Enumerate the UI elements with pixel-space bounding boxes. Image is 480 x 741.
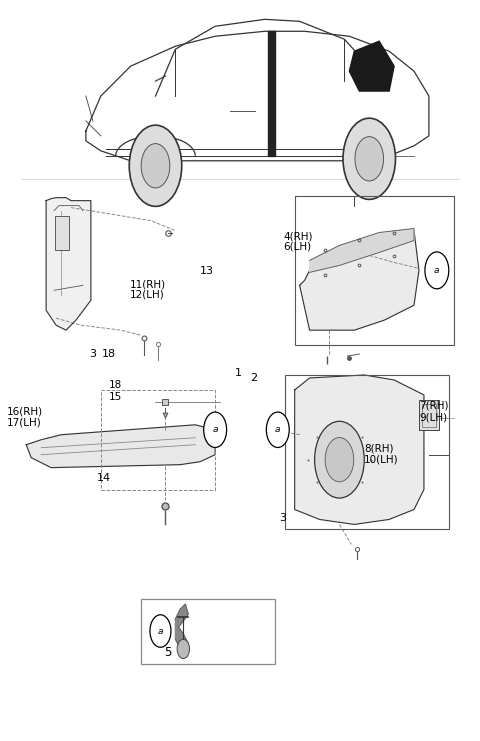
Circle shape — [204, 412, 227, 448]
Bar — [55, 216, 69, 250]
Text: 15: 15 — [109, 392, 122, 402]
Circle shape — [314, 422, 364, 498]
Polygon shape — [175, 604, 188, 654]
Text: a: a — [212, 425, 218, 434]
Bar — [285, 375, 449, 529]
Circle shape — [129, 125, 182, 207]
Text: 3: 3 — [279, 514, 287, 523]
Text: 4(RH): 4(RH) — [283, 231, 312, 241]
Bar — [101, 390, 215, 490]
Polygon shape — [46, 198, 91, 330]
Text: a: a — [275, 425, 280, 434]
Bar — [422, 404, 436, 427]
Polygon shape — [300, 230, 419, 330]
Bar — [141, 599, 275, 664]
Text: 5: 5 — [164, 646, 171, 659]
Text: 17(LH): 17(LH) — [7, 417, 42, 427]
Text: 6(LH): 6(LH) — [283, 242, 311, 251]
Circle shape — [266, 412, 289, 448]
Text: 11(RH): 11(RH) — [130, 279, 167, 289]
Text: 7(RH): 7(RH) — [419, 401, 448, 411]
Bar — [295, 196, 454, 345]
Text: 10(LH): 10(LH) — [364, 454, 399, 464]
Circle shape — [141, 144, 170, 188]
Polygon shape — [310, 228, 414, 273]
Text: 2: 2 — [251, 373, 258, 383]
Circle shape — [325, 437, 354, 482]
Text: 8(RH): 8(RH) — [364, 443, 394, 453]
Polygon shape — [349, 41, 394, 91]
Text: 13: 13 — [199, 266, 214, 276]
Text: 1: 1 — [235, 368, 242, 378]
Polygon shape — [26, 425, 215, 468]
Polygon shape — [268, 31, 275, 156]
Polygon shape — [295, 375, 424, 525]
Text: 9(LH): 9(LH) — [419, 412, 447, 422]
Circle shape — [177, 639, 190, 659]
Text: 18: 18 — [109, 380, 122, 391]
Circle shape — [425, 252, 449, 289]
Circle shape — [355, 136, 384, 181]
Text: 12(LH): 12(LH) — [130, 290, 165, 299]
Text: a: a — [434, 266, 440, 275]
Text: 18: 18 — [102, 349, 116, 359]
Bar — [419, 400, 439, 430]
Text: 14: 14 — [97, 473, 111, 482]
Text: a: a — [158, 627, 163, 636]
Text: 3: 3 — [89, 349, 96, 359]
Circle shape — [150, 615, 171, 647]
Text: 16(RH): 16(RH) — [7, 406, 43, 416]
Circle shape — [343, 119, 396, 199]
